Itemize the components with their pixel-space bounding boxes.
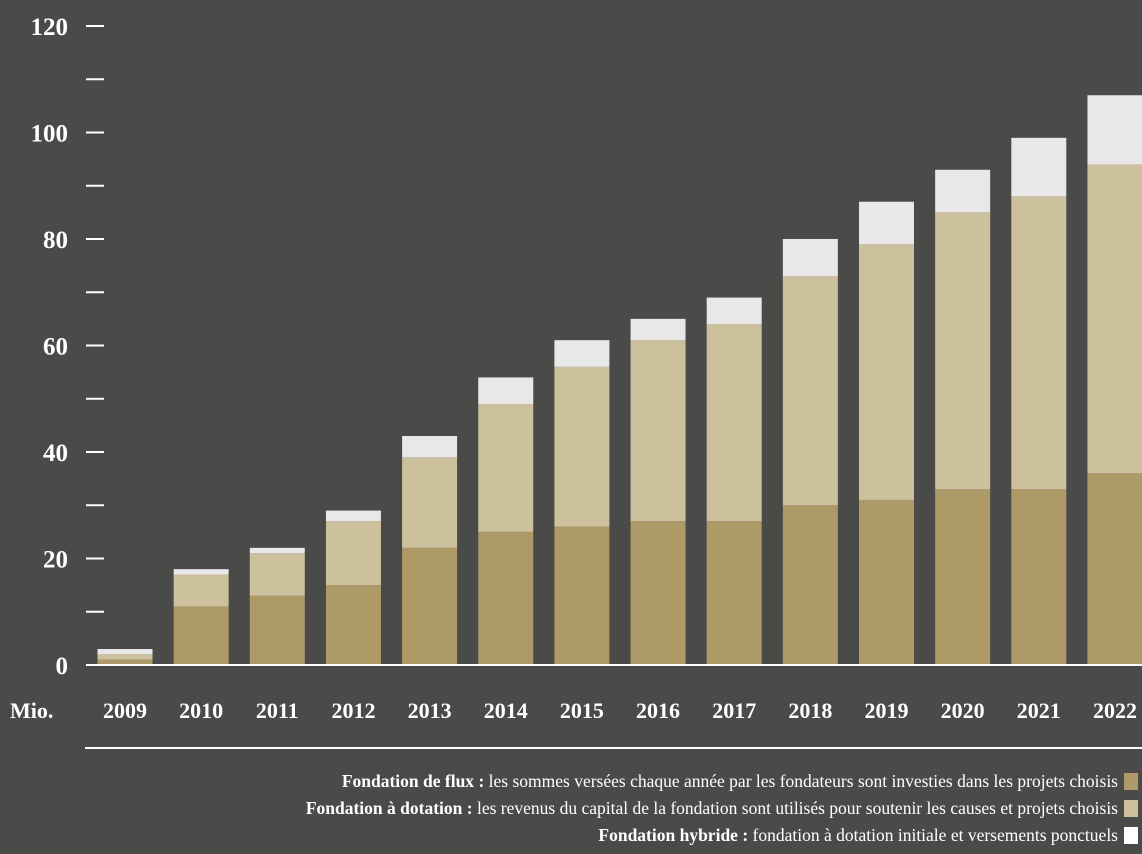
bar-segment-dotation bbox=[1087, 164, 1142, 474]
x-axis: 2009 2010 2011 2012 2013 2014 2015 2016 2017 2018… bbox=[103, 698, 1137, 723]
legend-swatch bbox=[1124, 827, 1138, 844]
stacked-bar-chart: 0 20 40 60 80 100 120 2009 2010 2011 2012 2013 2014… bbox=[10, 14, 1142, 723]
bar-segment-flux bbox=[859, 499, 914, 665]
legend-swatch bbox=[1124, 800, 1138, 817]
legend-description: fondation à dotation initiale et verseme… bbox=[752, 825, 1118, 845]
bar-segment-flux bbox=[173, 606, 229, 665]
bar-segment-flux bbox=[935, 489, 991, 665]
bar-segment-hybride bbox=[1087, 95, 1142, 165]
x-tick-label: 2009 bbox=[103, 698, 147, 723]
x-tick-label: 2022 bbox=[1093, 698, 1137, 723]
bar-segment-hybride bbox=[325, 510, 381, 522]
bar-segment-dotation bbox=[249, 553, 305, 596]
x-tick-label: 2017 bbox=[712, 698, 756, 723]
bar-segment-flux bbox=[1011, 489, 1067, 665]
bar-segment-dotation bbox=[859, 244, 914, 500]
legend-item-hybride: Fondation hybride : fondation à dotation… bbox=[0, 822, 1138, 849]
legend-item-dotation: Fondation à dotation : les revenus du ca… bbox=[0, 795, 1138, 822]
y-tick-label: 60 bbox=[43, 334, 68, 361]
legend-label: Fondation à dotation bbox=[305, 798, 463, 818]
bar-segment-flux bbox=[97, 659, 153, 665]
bar-segment-flux bbox=[554, 526, 610, 665]
bar-segment-hybride bbox=[402, 436, 458, 458]
bar-segment-hybride bbox=[173, 569, 229, 575]
y-axis: 0 20 40 60 80 100 120 bbox=[31, 14, 104, 680]
x-tick-label: 2011 bbox=[256, 698, 299, 723]
bar-segment-dotation bbox=[478, 404, 534, 532]
bar-segment-hybride bbox=[478, 377, 534, 405]
y-tick-label: 120 bbox=[31, 14, 69, 41]
unit-label: Mio. bbox=[10, 698, 53, 723]
x-tick-label: 2021 bbox=[1017, 698, 1061, 723]
legend-swatch bbox=[1124, 773, 1138, 790]
bar-segment-hybride bbox=[859, 201, 914, 245]
y-tick-label: 20 bbox=[43, 547, 68, 574]
legend-item-flux: Fondation de flux : les sommes versées c… bbox=[0, 768, 1138, 795]
legend-divider bbox=[85, 747, 1142, 749]
x-tick-label: 2019 bbox=[865, 698, 909, 723]
bar-segment-flux bbox=[706, 521, 762, 665]
bar-segment-hybride bbox=[706, 297, 762, 325]
bar-segment-dotation bbox=[97, 654, 153, 660]
bar-segment-hybride bbox=[554, 340, 610, 367]
bar-segment-flux bbox=[782, 505, 838, 665]
x-tick-label: 2013 bbox=[408, 698, 452, 723]
bar-segment-dotation bbox=[935, 212, 991, 490]
bar-segment-dotation bbox=[325, 521, 381, 586]
bar-segment-dotation bbox=[782, 276, 838, 506]
x-tick-label: 2012 bbox=[331, 698, 375, 723]
bar-segment-hybride bbox=[249, 547, 305, 554]
bar-segment-dotation bbox=[402, 457, 458, 548]
x-tick-label: 2020 bbox=[941, 698, 985, 723]
x-tick-label: 2016 bbox=[636, 698, 680, 723]
bar-segment-hybride bbox=[1011, 137, 1067, 197]
bar-segment-dotation bbox=[630, 340, 686, 522]
bar-segment-flux bbox=[630, 521, 686, 665]
bar-segment-hybride bbox=[630, 318, 686, 341]
bar-segment-flux bbox=[249, 595, 305, 665]
x-tick-label: 2010 bbox=[179, 698, 223, 723]
y-tick-label: 40 bbox=[43, 440, 68, 467]
bar-segment-dotation bbox=[173, 574, 229, 607]
y-tick-label: 0 bbox=[56, 653, 69, 680]
bar-segment-dotation bbox=[706, 324, 762, 522]
x-tick-label: 2018 bbox=[788, 698, 832, 723]
legend-description: les sommes versées chaque année par les … bbox=[488, 771, 1118, 791]
bars bbox=[97, 95, 1142, 665]
bar-segment-dotation bbox=[1011, 196, 1067, 490]
legend-description: les revenus du capital de la fondation s… bbox=[476, 798, 1118, 818]
bar-segment-hybride bbox=[935, 169, 991, 213]
bar-segment-flux bbox=[325, 585, 381, 665]
bar-segment-hybride bbox=[97, 649, 153, 655]
legend: Fondation de flux : les sommes versées c… bbox=[0, 768, 1138, 849]
y-tick-label: 80 bbox=[43, 227, 68, 254]
bar-segment-flux bbox=[478, 531, 534, 665]
y-tick-label: 100 bbox=[31, 121, 69, 148]
bar-segment-flux bbox=[1087, 473, 1142, 665]
x-tick-label: 2014 bbox=[484, 698, 528, 723]
bar-segment-flux bbox=[402, 547, 458, 665]
bar-segment-dotation bbox=[554, 366, 610, 527]
legend-label: Fondation hybride bbox=[598, 825, 738, 845]
x-tick-label: 2015 bbox=[560, 698, 604, 723]
bar-segment-hybride bbox=[782, 239, 838, 277]
legend-label: Fondation de flux bbox=[341, 771, 475, 791]
